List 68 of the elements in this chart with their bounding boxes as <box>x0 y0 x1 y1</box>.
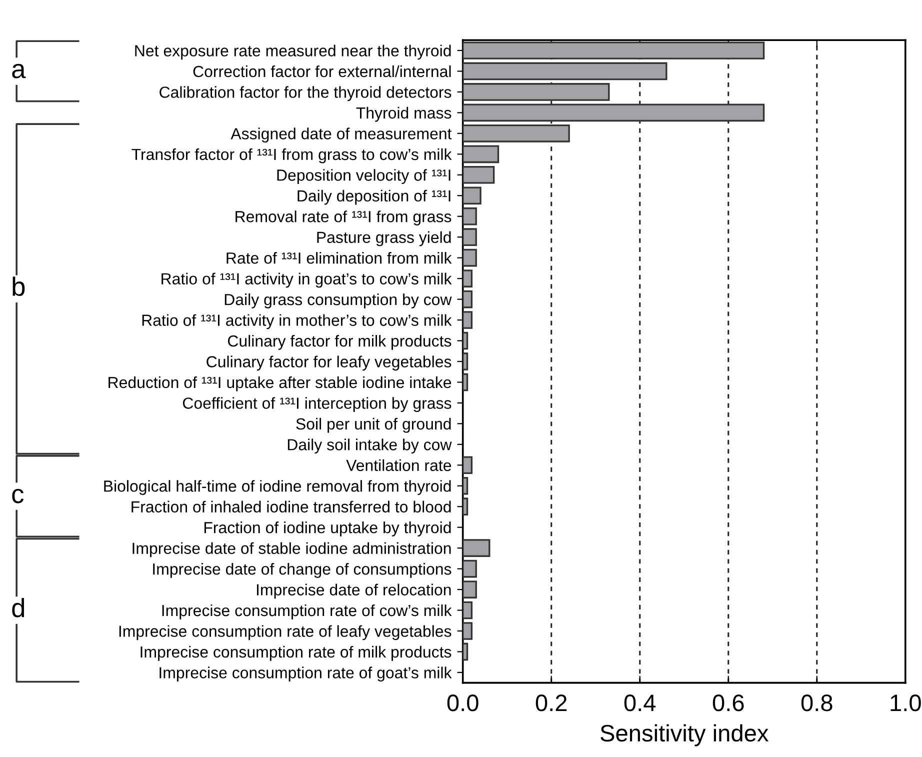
y-tick-label: Ventilation rate <box>346 459 452 472</box>
text: a <box>12 64 26 78</box>
bar <box>462 498 468 516</box>
bar <box>462 373 468 392</box>
x-tick-label: 1.0 <box>890 694 921 712</box>
bar <box>462 642 468 661</box>
bar <box>462 332 468 350</box>
y-tick-label: Reduction of ¹³¹I uptake after stable iodine intake <box>108 376 452 392</box>
bar <box>462 166 495 184</box>
bar <box>462 104 765 122</box>
bar <box>462 62 668 80</box>
bar <box>462 352 468 370</box>
y-tick-label: Imprecise consumption rate of leafy vegetables <box>119 625 452 640</box>
bar <box>462 228 477 246</box>
y-tick-label: Imprecise date of stable iodine administration <box>132 542 451 558</box>
y-tick-label: Ratio of ¹³¹I activity in goat’s to cow’s milk <box>162 272 452 288</box>
bar <box>462 580 477 598</box>
text: b <box>12 276 25 296</box>
bar <box>462 456 473 474</box>
y-tick-label: Imprecise consumption rate of cow’s milk <box>162 604 452 620</box>
y-tick-label: Imprecise consumption rate of goat’s milk <box>160 666 452 682</box>
y-tick-label: Coefficient of ¹³¹I interception by grass <box>182 397 452 412</box>
bar <box>462 622 473 640</box>
bar <box>462 476 468 495</box>
y-tick-label: Calibration factor for the thyroid detectors <box>160 86 452 102</box>
bar <box>462 186 482 205</box>
y-tick-label: Culinary factor for leafy vegetables <box>206 356 452 371</box>
x-tick-label: 0.0 <box>447 694 478 712</box>
y-tick-label: Fraction of inhaled iodine transferred to blood <box>132 500 451 513</box>
y-tick-label: Transfor factor of ¹³¹I from grass to cow’s milk <box>132 148 452 164</box>
y-tick-label: Ratio of ¹³¹I activity in mother’s to cow’s milk <box>142 314 452 330</box>
y-tick-label: Imprecise date of relocation <box>257 584 451 599</box>
bar <box>462 270 473 288</box>
y-tick-label: Net exposure rate measured near the thyroid <box>135 44 451 60</box>
bar <box>462 42 765 60</box>
bar <box>462 601 473 620</box>
y-tick-label: Assigned date of measurement <box>230 128 452 143</box>
bar <box>462 207 477 226</box>
bar <box>462 290 473 308</box>
y-tick-label: Imprecise consumption rate of milk products <box>140 646 452 661</box>
y-tick-label: Biological half-time of iodine removal from thyroid <box>104 480 451 495</box>
bar <box>462 560 477 578</box>
y-tick-label: Soil per unit of ground <box>296 418 451 433</box>
bar <box>462 83 610 101</box>
y-tick-label: Fraction of iodine uptake by thyroid <box>204 522 451 536</box>
y-tick-label: Rate of ¹³¹I elimination from milk <box>226 252 452 264</box>
x-tick-label: 0.6 <box>712 694 744 712</box>
y-tick-label: Pasture grass yield <box>317 231 451 246</box>
y-tick-label: Correction factor for external/internal <box>193 65 451 78</box>
y-tick-label: Daily deposition of ¹³¹I <box>298 190 450 205</box>
x-tick-label: 0.4 <box>624 694 656 712</box>
x-tick-label: 0.2 <box>536 694 567 712</box>
y-tick-label: Daily grass consumption by cow <box>224 293 452 308</box>
y-tick-label: Imprecise date of change of consumptions <box>153 563 452 578</box>
y-tick-label: Removal rate of ¹³¹I from grass <box>236 210 452 226</box>
y-tick-label: Thyroid mass <box>356 106 452 122</box>
bar <box>462 124 570 142</box>
bar <box>462 539 490 557</box>
x-tick-label: 0.8 <box>801 694 832 712</box>
text: c <box>12 488 24 504</box>
x-axis-title: Sensitivity index <box>600 724 769 746</box>
y-tick-label: Daily soil intake by cow <box>288 438 452 454</box>
y-tick-label: Culinary factor for milk products <box>228 334 452 350</box>
text: d <box>12 598 24 618</box>
y-tick-label: Deposition velocity of ¹³¹I <box>277 169 450 184</box>
bar <box>462 248 477 267</box>
bar <box>462 145 500 164</box>
bar <box>462 311 473 329</box>
